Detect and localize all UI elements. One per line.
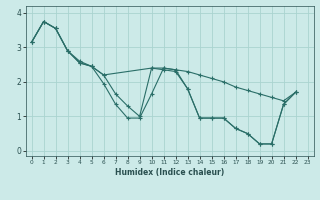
X-axis label: Humidex (Indice chaleur): Humidex (Indice chaleur) [115, 168, 224, 177]
